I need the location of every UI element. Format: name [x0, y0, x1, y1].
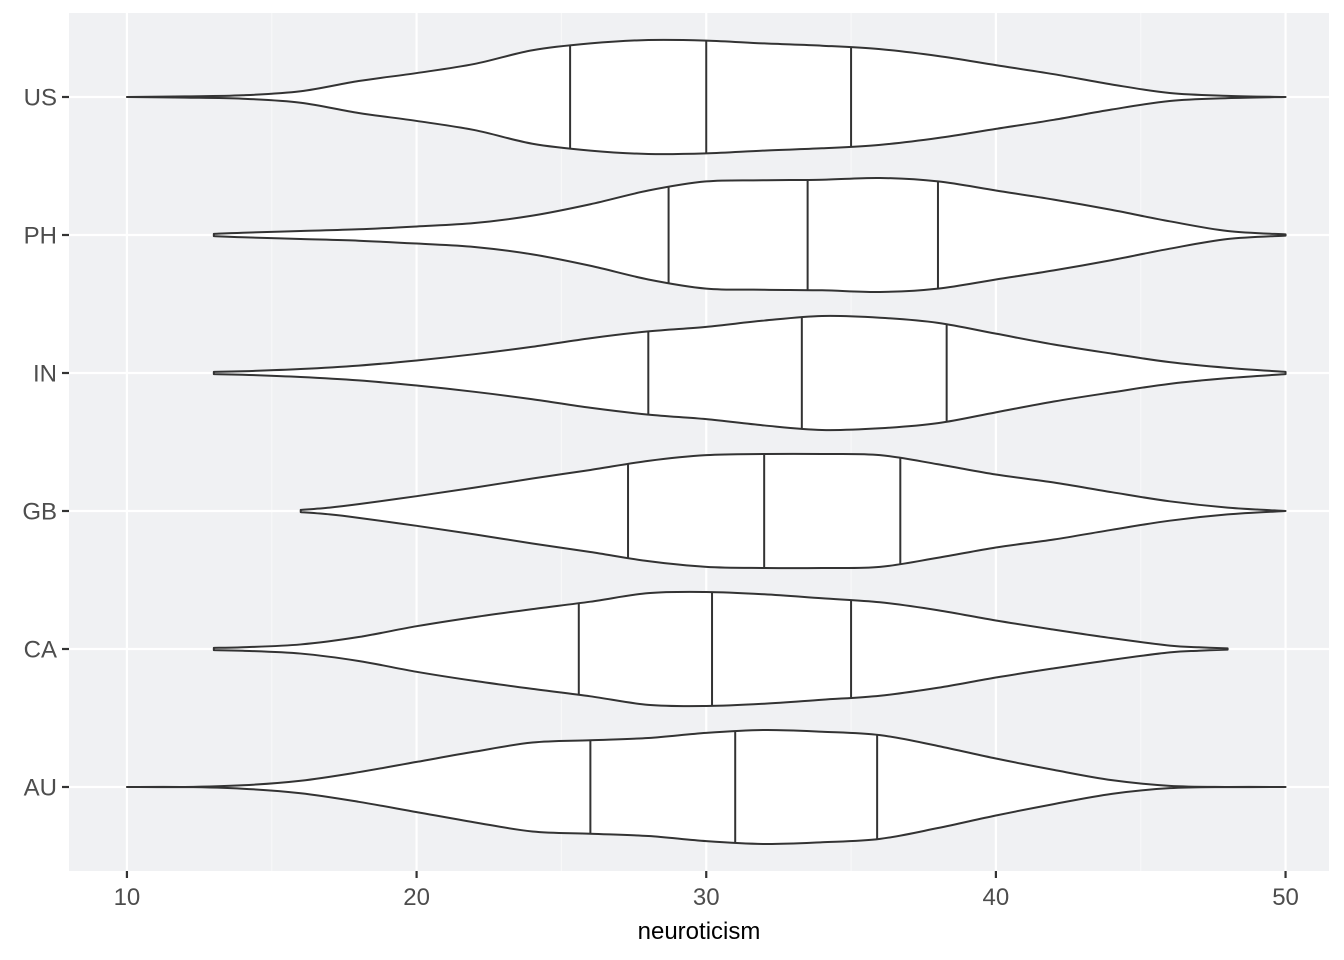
violin-body-au: [125, 728, 1287, 846]
x-tick-label: 50: [1272, 884, 1299, 911]
x-tick-label: 20: [403, 884, 430, 911]
violin-ca: [212, 590, 1229, 708]
violin-body-in: [212, 314, 1287, 432]
violin-au: [125, 728, 1287, 846]
violins: [125, 38, 1287, 846]
violin-in: [212, 314, 1287, 432]
violin-body-gb: [299, 452, 1287, 570]
y-tick-label: CA: [24, 637, 57, 664]
violin-gb: [299, 452, 1287, 570]
plot-panel: [69, 13, 1329, 871]
violin-body-ca: [212, 590, 1229, 708]
violin-body-ph: [212, 176, 1287, 294]
y-tick-label: IN: [33, 361, 57, 388]
y-tick-label: AU: [24, 775, 57, 802]
violin-ph: [212, 176, 1287, 294]
violin-us: [125, 38, 1287, 156]
x-tick-label: 40: [983, 884, 1010, 911]
y-tick-label: GB: [22, 499, 57, 526]
minor-gridlines: [271, 13, 1142, 871]
x-tick-label: 10: [114, 884, 141, 911]
y-axis: US PH IN GB CA AU: [22, 85, 69, 802]
y-tick-label: PH: [24, 223, 57, 250]
x-axis-title: neuroticism: [638, 918, 761, 945]
x-axis: 10 20 30 40 50: [114, 871, 1299, 911]
y-tick-label: US: [24, 85, 57, 112]
x-tick-label: 30: [693, 884, 720, 911]
